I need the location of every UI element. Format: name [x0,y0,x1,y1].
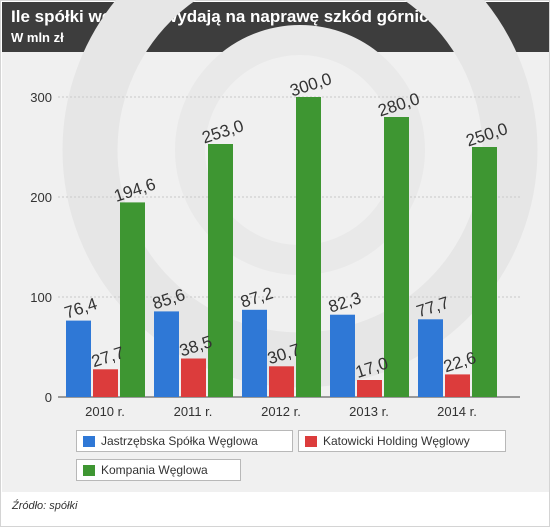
bar-jsw [66,320,91,397]
bar-khw [357,380,382,397]
legend-label-khw: Katowicki Holding Węglowy [323,434,470,448]
bar-jsw [418,319,443,397]
y-tick-label: 300 [30,90,52,105]
legend-item-kw: Kompania Węglowa [76,459,241,481]
legend-swatch-jsw [83,436,95,447]
chart-subtitle: W mln zł [11,30,64,45]
x-tick-label: 2011 r. [174,404,213,419]
bar-jsw [154,311,179,397]
legend-label-kw: Kompania Węglowa [101,463,208,477]
y-tick-label: 0 [45,390,52,405]
bar-kw [296,97,321,397]
bar-kw [208,144,233,397]
legend-item-jsw: Jastrzębska Spółka Węglowa [76,430,293,452]
x-tick-label: 2012 r. [261,404,301,419]
bar-khw [269,366,294,397]
bar-kw [472,147,497,397]
bar-jsw [242,309,267,397]
bar-khw [93,369,118,397]
data-label-jsw: 82,3 [326,288,363,316]
bar-khw [181,358,206,397]
legend-item-khw: Katowicki Holding Węglowy [298,430,506,452]
bar-khw [445,374,470,397]
bar-jsw [330,314,355,397]
legend-swatch-khw [305,436,317,447]
data-label-jsw: 87,2 [238,283,275,311]
data-label-jsw: 76,4 [62,294,99,322]
x-tick-label: 2010 r. [85,404,125,419]
y-tick-label: 200 [30,190,52,205]
data-label-kw: 300,0 [288,69,334,100]
source-note: Źródło: spółki [12,500,78,512]
legend-label-jsw: Jastrzębska Spółka Węglowa [101,434,258,448]
x-tick-label: 2014 r. [437,404,477,419]
bar-kw [120,202,145,397]
y-tick-label: 100 [30,290,52,305]
legend-swatch-kw [83,465,95,476]
x-tick-label: 2013 r. [349,404,389,419]
bar-kw [384,117,409,397]
